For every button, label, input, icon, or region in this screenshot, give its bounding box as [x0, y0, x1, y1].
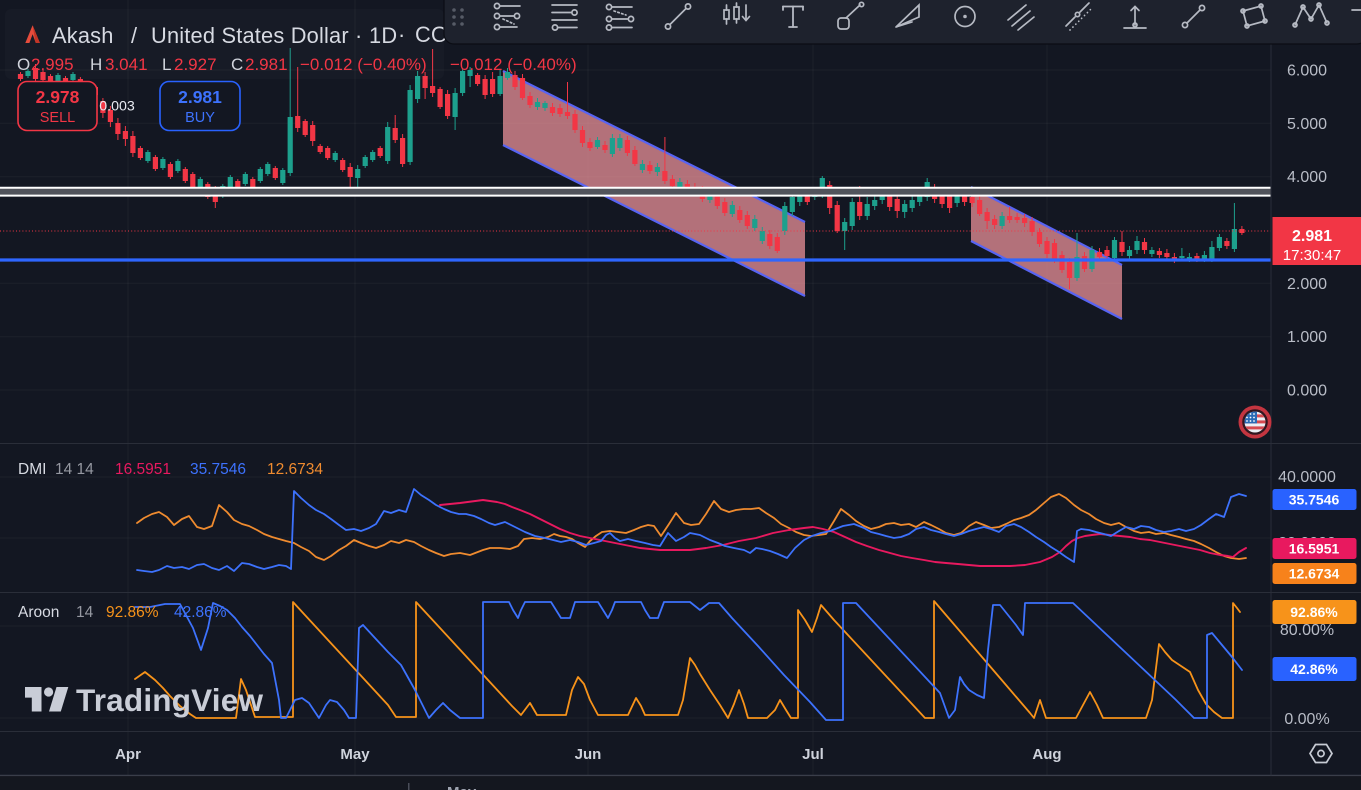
svg-text:·: ·: [398, 22, 405, 47]
svg-text:2.981: 2.981: [245, 55, 288, 74]
svg-text:−0.012 (−0.40%): −0.012 (−0.40%): [450, 55, 577, 74]
svg-text:May: May: [340, 746, 370, 763]
svg-text:17:30:47: 17:30:47: [1283, 247, 1341, 264]
svg-text:80.00%: 80.00%: [1280, 622, 1334, 639]
svg-text:2.981: 2.981: [1292, 228, 1332, 245]
svg-text:14 14: 14 14: [55, 461, 94, 478]
svg-text:L: L: [162, 55, 171, 74]
svg-text:United States Dollar: United States Dollar: [151, 23, 349, 48]
svg-text:0.00%: 0.00%: [1284, 711, 1329, 728]
svg-text:DMI: DMI: [18, 461, 46, 478]
svg-text:42.86%: 42.86%: [174, 604, 227, 621]
svg-text:12.6734: 12.6734: [1289, 566, 1340, 582]
svg-text:−0.012 (−0.40%): −0.012 (−0.40%): [300, 55, 427, 74]
svg-text:3.041: 3.041: [105, 55, 148, 74]
svg-text:14: 14: [76, 604, 94, 621]
svg-text:92.86%: 92.86%: [1290, 604, 1338, 620]
svg-text:·: ·: [355, 23, 362, 48]
svg-text:16.5951: 16.5951: [115, 461, 171, 478]
svg-text:Aug: Aug: [1032, 746, 1061, 763]
svg-text:4.000: 4.000: [1287, 169, 1327, 186]
svg-text:1D: 1D: [369, 23, 397, 48]
svg-text:42.86%: 42.86%: [1290, 661, 1338, 677]
svg-text:0.003: 0.003: [99, 99, 135, 115]
svg-text:1.000: 1.000: [1287, 329, 1327, 346]
svg-text:12.6734: 12.6734: [267, 461, 323, 478]
svg-text:SELL: SELL: [40, 110, 75, 126]
svg-text:2.981: 2.981: [178, 87, 222, 107]
svg-text:Jun: Jun: [575, 746, 602, 763]
svg-text:/: /: [131, 23, 138, 48]
svg-text:6.000: 6.000: [1287, 63, 1327, 80]
svg-text:92.86%: 92.86%: [106, 604, 159, 621]
svg-text:Apr: Apr: [115, 746, 141, 763]
svg-text:16.5951: 16.5951: [1289, 541, 1340, 557]
svg-text:2.927: 2.927: [174, 55, 217, 74]
svg-text:2.978: 2.978: [36, 87, 80, 107]
svg-text:35.7546: 35.7546: [1289, 492, 1340, 508]
svg-text:Akash: Akash: [52, 23, 114, 48]
svg-text:2.995: 2.995: [31, 55, 74, 74]
svg-text:0.000: 0.000: [1287, 383, 1327, 400]
svg-text:5.000: 5.000: [1287, 116, 1327, 133]
svg-text:2.000: 2.000: [1287, 276, 1327, 293]
svg-text:BUY: BUY: [185, 110, 215, 126]
svg-text:Jul: Jul: [802, 746, 824, 763]
svg-text:May: May: [447, 784, 477, 790]
svg-text:TradingView: TradingView: [76, 682, 263, 718]
svg-text:Aroon: Aroon: [18, 604, 59, 621]
svg-text:C: C: [231, 55, 243, 74]
svg-text:O: O: [17, 55, 30, 74]
svg-text:H: H: [90, 55, 102, 74]
svg-text:40.0000: 40.0000: [1278, 469, 1336, 486]
svg-text:35.7546: 35.7546: [190, 461, 246, 478]
